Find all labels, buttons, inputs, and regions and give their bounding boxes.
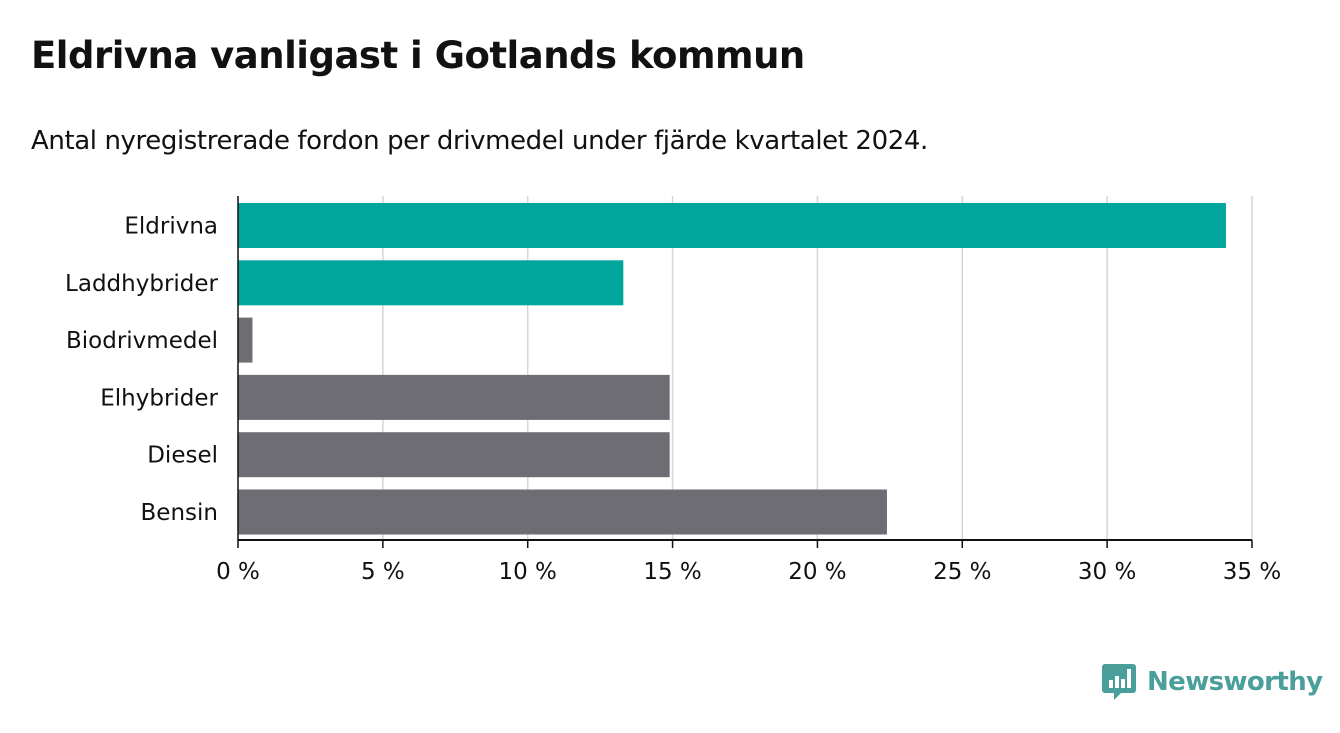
x-tick-label: 15 % <box>643 559 701 585</box>
category-label: Biodrivmedel <box>66 328 218 354</box>
category-label: Bensin <box>141 500 218 526</box>
bar-eldrivna <box>238 203 1226 248</box>
newsworthy-logo-icon <box>1102 664 1136 700</box>
category-label: Laddhybrider <box>65 271 218 297</box>
bars <box>238 203 1226 535</box>
bar-elhybrider <box>238 374 670 420</box>
x-tick-label: 20 % <box>788 559 846 585</box>
category-label: Elhybrider <box>100 385 218 411</box>
category-labels: Eldrivna Laddhybrider Biodrivmedel Elhybrid… <box>65 214 218 527</box>
chart-title: Eldrivna vanligast i Gotlands kommun <box>31 34 805 77</box>
x-tick-label: 30 % <box>1078 559 1136 585</box>
bar-bensin <box>238 489 887 535</box>
grid-lines <box>382 196 1253 540</box>
bar-laddhybrider <box>238 260 624 306</box>
brand-logo: Newsworthy <box>1102 663 1323 701</box>
x-tick-label: 0 % <box>216 559 260 585</box>
x-tick-label: 5 % <box>361 559 405 585</box>
bar-diesel <box>238 432 670 478</box>
chart-subtitle: Antal nyregistrerade fordon per drivmede… <box>31 126 928 156</box>
bar-biodrivmedel <box>238 317 253 363</box>
x-axis: 0 % 5 % 10 % 15 % 20 % 25 % 30 % 35 % <box>216 196 1281 585</box>
brand-name: Newsworthy <box>1147 667 1323 697</box>
x-tick-label: 35 % <box>1223 559 1281 585</box>
category-label: Diesel <box>147 443 218 469</box>
category-label: Eldrivna <box>124 214 218 240</box>
x-tick-label: 10 % <box>498 559 556 585</box>
x-tick-label: 25 % <box>933 559 991 585</box>
